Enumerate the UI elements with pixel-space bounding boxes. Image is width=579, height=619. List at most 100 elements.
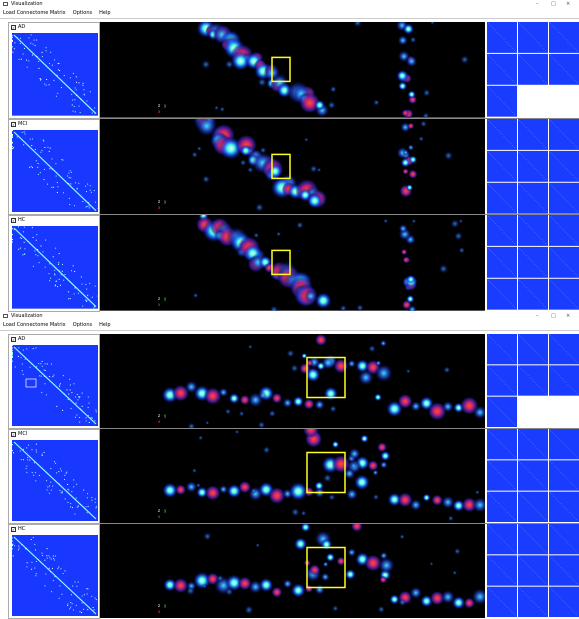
blob: [420, 120, 427, 127]
window-control[interactable]: ×: [566, 1, 570, 7]
matrix-cell: [86, 420, 87, 421]
blob: [380, 340, 387, 347]
matrix-cell: [70, 389, 71, 390]
matrix-cell: [63, 280, 64, 281]
window-control[interactable]: –: [536, 313, 539, 319]
matrix-cell: [89, 422, 90, 423]
matrix-cell: [86, 191, 87, 192]
panel-row: ✓HCzyx: [0, 215, 579, 312]
matrix-cell: [20, 450, 21, 451]
blob: [259, 578, 274, 593]
matrix-cell: [53, 555, 54, 556]
blob: [305, 585, 313, 593]
menu-item[interactable]: Options: [73, 10, 92, 16]
matrix-cell: [82, 393, 83, 394]
matrix-cell: [35, 550, 36, 551]
checkbox[interactable]: ✓: [11, 122, 16, 127]
matrix-cell: [56, 96, 57, 97]
menu-item[interactable]: Help: [99, 322, 110, 328]
matrix-cell: [42, 366, 43, 367]
window-control[interactable]: ×: [566, 313, 570, 319]
matrix-cell: [50, 52, 51, 53]
matrix-cell: [35, 149, 36, 150]
menu-item[interactable]: Load Connectome Matrix: [3, 322, 66, 328]
blob: [383, 219, 388, 224]
matrix-cell: [30, 43, 31, 44]
matrix-cell: [12, 356, 13, 357]
matrix-cell: [39, 475, 40, 476]
matrix-cell: [54, 576, 55, 577]
matrix-cell: [72, 100, 73, 101]
matrix-cell: [29, 37, 30, 38]
blob: [422, 493, 430, 501]
matrix-cell: [33, 266, 34, 267]
blob: [398, 598, 406, 606]
matrix-cell: [56, 406, 57, 407]
panel-label: HC: [18, 526, 25, 532]
checkbox[interactable]: ✓: [11, 432, 16, 437]
matrix-cell: [37, 166, 38, 167]
blob: [216, 574, 224, 582]
blob: [329, 405, 337, 413]
matrix-cell: [36, 366, 37, 367]
matrix-cell: [38, 163, 39, 164]
matrix-cell: [54, 270, 55, 271]
matrix-cell: [68, 183, 69, 184]
matrix-cell: [46, 394, 47, 395]
panel-label: AD: [18, 24, 25, 30]
matrix-cell: [69, 204, 70, 205]
matrix-cell: [63, 573, 64, 574]
matrix-cell: [36, 56, 37, 57]
matrix-cell: [69, 379, 70, 380]
checkbox[interactable]: ✓: [11, 218, 16, 223]
matrix-cell: [24, 254, 25, 255]
matrix-cell: [26, 348, 27, 349]
matrix-cell: [60, 383, 61, 384]
matrix-cell: [71, 392, 72, 393]
separator: [0, 18, 579, 19]
matrix-cell: [49, 151, 50, 152]
blob: [345, 569, 356, 580]
blob: [291, 583, 306, 598]
window-control[interactable]: –: [536, 1, 539, 7]
matrix-cell: [91, 191, 92, 192]
panel-label: MCI: [18, 431, 27, 437]
matrix-cell: [87, 588, 88, 589]
blob: [379, 576, 386, 583]
window-control[interactable]: □: [551, 1, 556, 7]
matrix-cell: [77, 394, 78, 395]
menu-item[interactable]: Options: [73, 322, 92, 328]
blob: [460, 55, 469, 64]
matrix-cell: [86, 300, 87, 301]
matrix-cell: [18, 59, 19, 60]
matrix-cell: [40, 562, 41, 563]
matrix-cell: [26, 466, 27, 467]
matrix-cell: [46, 480, 47, 481]
matrix-cell: [23, 350, 24, 351]
matrix-cell: [46, 50, 47, 51]
matrix-cell: [70, 298, 71, 299]
tile: [487, 555, 517, 585]
blob: [175, 484, 186, 495]
matrix-cell: [60, 285, 61, 286]
checkbox[interactable]: ✓: [11, 25, 16, 30]
axis-label: y: [164, 413, 166, 419]
matrix-cell: [95, 409, 96, 410]
blob: [380, 461, 388, 469]
matrix-cell: [39, 375, 40, 376]
menu-item[interactable]: Help: [99, 10, 110, 16]
checkbox[interactable]: ✓: [11, 527, 16, 532]
matrix-cell: [90, 185, 91, 186]
matrix-cell: [45, 240, 46, 241]
matrix-cell: [67, 489, 68, 490]
matrix-cell: [47, 558, 48, 559]
window-control[interactable]: □: [551, 313, 556, 319]
menu-item[interactable]: Load Connectome Matrix: [3, 10, 66, 16]
matrix-cell: [12, 137, 13, 138]
blob: [317, 167, 322, 172]
matrix-cell: [53, 558, 54, 559]
matrix-cell: [87, 183, 88, 184]
checkbox[interactable]: ✓: [11, 337, 16, 342]
matrix-cell: [94, 306, 95, 307]
matrix-cell: [37, 249, 38, 250]
